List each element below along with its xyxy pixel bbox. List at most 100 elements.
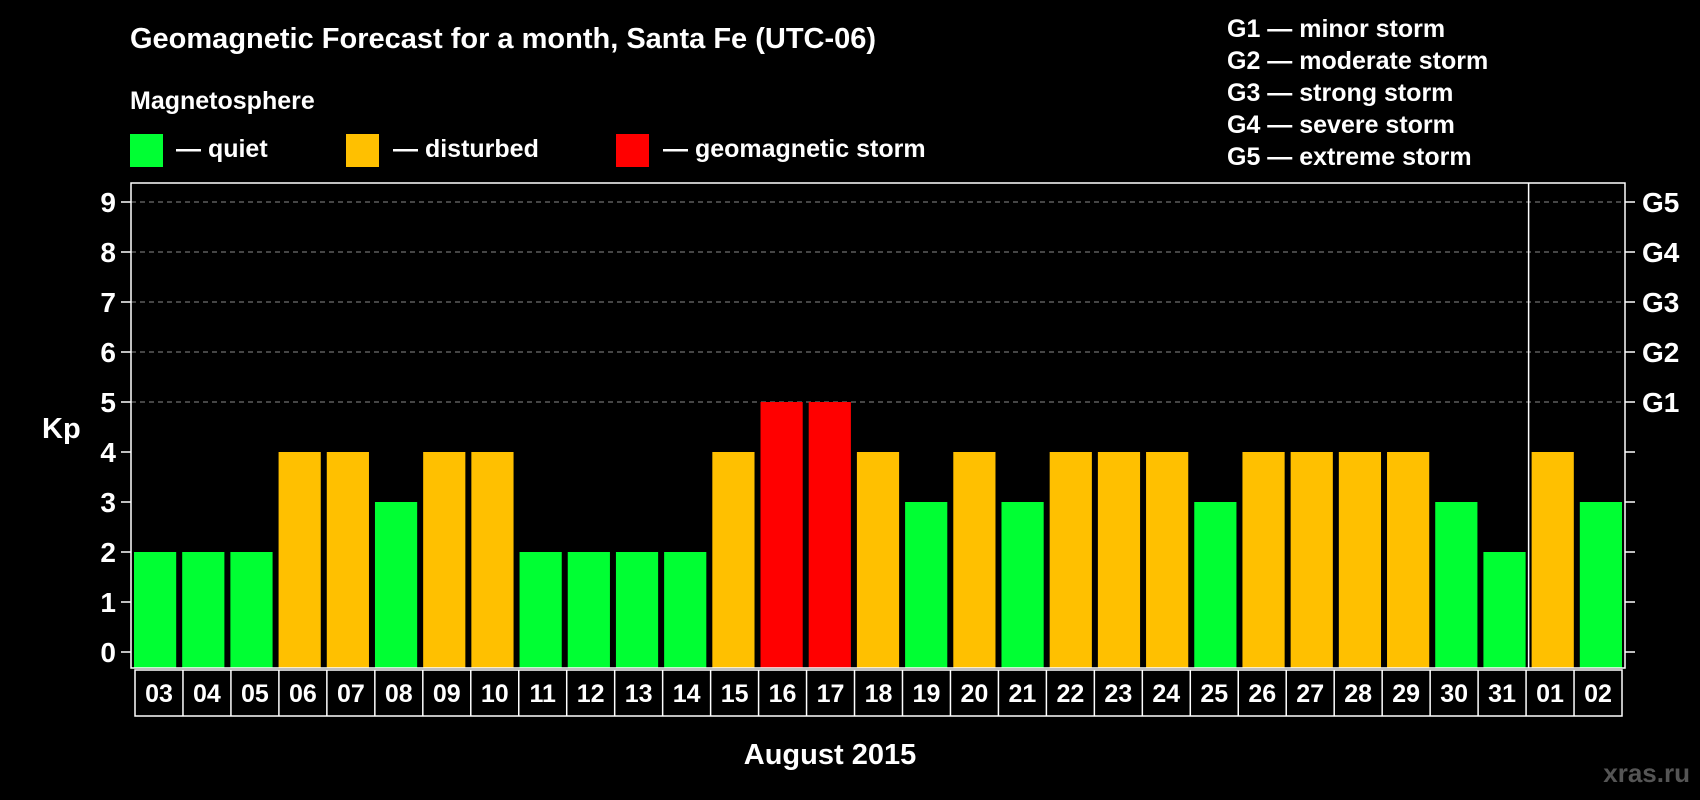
bar-19 bbox=[905, 502, 948, 668]
right-axis-ticks: G1 G2 G3 G4 G5 bbox=[1625, 187, 1680, 653]
storm-scale-legend: G1 — minor storm G2 — moderate storm G3 … bbox=[1227, 15, 1488, 171]
y-tick-label-8: 8 bbox=[100, 237, 116, 268]
day-label-10: 10 bbox=[481, 680, 509, 708]
grid-lines bbox=[131, 201, 1625, 403]
bar-06 bbox=[278, 452, 321, 668]
day-label-22: 22 bbox=[1056, 680, 1084, 708]
day-label-31: 31 bbox=[1488, 680, 1516, 708]
bar-28 bbox=[1338, 452, 1382, 668]
storm-scale-g2: G2 — moderate storm bbox=[1227, 47, 1488, 75]
day-labels: 03 04 05 06 07 08 09 10 11 12 13 14 15 16 17 18 19 20 21 22… bbox=[134, 669, 1623, 717]
plot-frame bbox=[130, 182, 1626, 669]
bar-16 bbox=[760, 402, 803, 668]
legend-label-storm: — geomagnetic storm bbox=[663, 135, 926, 163]
storm-scale-g5: G5 — extreme storm bbox=[1227, 143, 1472, 171]
day-label-14: 14 bbox=[673, 680, 701, 708]
bar-17 bbox=[808, 402, 851, 668]
day-label-20: 20 bbox=[961, 680, 989, 708]
y-tick-label-0: 0 bbox=[100, 637, 116, 668]
bar-31 bbox=[1483, 552, 1526, 668]
day-label-26: 26 bbox=[1248, 680, 1276, 708]
bar-27 bbox=[1290, 452, 1333, 668]
plot-border bbox=[130, 182, 1626, 669]
legend: — quiet — disturbed — geomagnetic storm bbox=[130, 134, 926, 167]
bar-05 bbox=[230, 552, 273, 668]
bar-22 bbox=[1049, 452, 1092, 668]
right-tick-label-G4: G4 bbox=[1642, 237, 1680, 268]
bar-18 bbox=[856, 452, 900, 668]
right-tick-label-G2: G2 bbox=[1642, 337, 1679, 368]
day-label-05: 05 bbox=[241, 680, 269, 708]
day-label-17: 17 bbox=[817, 680, 845, 708]
right-tick-label-G1: G1 bbox=[1642, 387, 1679, 418]
bar-11 bbox=[519, 552, 562, 668]
bar-13 bbox=[615, 552, 659, 668]
storm-scale-g4: G4 — severe storm bbox=[1227, 111, 1455, 139]
day-label-25: 25 bbox=[1200, 680, 1228, 708]
y-axis-label: Kp bbox=[42, 413, 81, 445]
bar-04 bbox=[182, 552, 225, 668]
day-label-30: 30 bbox=[1440, 680, 1468, 708]
bar-20 bbox=[953, 452, 996, 668]
bar-23 bbox=[1097, 452, 1141, 668]
day-label-09: 09 bbox=[433, 680, 461, 708]
right-tick-label-G5: G5 bbox=[1642, 187, 1679, 218]
day-label-08: 08 bbox=[385, 680, 413, 708]
bar-03 bbox=[134, 552, 177, 668]
day-label-15: 15 bbox=[721, 680, 749, 708]
y-tick-label-5: 5 bbox=[100, 387, 116, 418]
bar-12 bbox=[567, 552, 610, 668]
y-tick-label-9: 9 bbox=[100, 187, 116, 218]
y-tick-label-6: 6 bbox=[100, 337, 116, 368]
day-label-06: 06 bbox=[289, 680, 317, 708]
bar-24 bbox=[1146, 452, 1189, 668]
day-label-18: 18 bbox=[865, 680, 893, 708]
bar-21 bbox=[1001, 502, 1044, 668]
y-tick-label-2: 2 bbox=[100, 537, 116, 568]
day-label-23: 23 bbox=[1104, 680, 1132, 708]
bar-14 bbox=[664, 552, 707, 668]
day-label-03: 03 bbox=[145, 680, 173, 708]
legend-swatch-disturbed bbox=[346, 134, 379, 167]
y-axis-ticks: 0 1 2 3 4 5 6 7 8 9 bbox=[100, 187, 131, 668]
x-axis-label: August 2015 bbox=[744, 739, 916, 771]
legend-label-quiet: — quiet bbox=[176, 135, 268, 163]
legend-swatch-storm bbox=[616, 134, 649, 167]
bar-09 bbox=[423, 452, 466, 668]
day-label-16: 16 bbox=[769, 680, 797, 708]
day-label-13: 13 bbox=[625, 680, 653, 708]
bar-25 bbox=[1194, 502, 1237, 668]
day-label-01: 01 bbox=[1536, 680, 1564, 708]
storm-scale-g3: G3 — strong storm bbox=[1227, 79, 1453, 107]
y-tick-label-4: 4 bbox=[100, 437, 116, 468]
legend-swatch-quiet bbox=[130, 134, 163, 167]
y-tick-label-3: 3 bbox=[100, 487, 116, 518]
right-tick-label-G3: G3 bbox=[1642, 287, 1679, 318]
day-label-04: 04 bbox=[193, 680, 221, 708]
legend-heading: Magnetosphere bbox=[130, 87, 315, 115]
day-label-12: 12 bbox=[577, 680, 605, 708]
storm-scale-g1: G1 — minor storm bbox=[1227, 15, 1445, 43]
bars bbox=[134, 402, 1622, 668]
bar-07 bbox=[326, 452, 369, 668]
day-label-21: 21 bbox=[1008, 680, 1036, 708]
day-label-28: 28 bbox=[1344, 680, 1372, 708]
y-tick-label-7: 7 bbox=[100, 287, 116, 318]
bar-26 bbox=[1242, 452, 1285, 668]
bar-29 bbox=[1387, 452, 1430, 668]
day-label-27: 27 bbox=[1296, 680, 1324, 708]
watermark: xras.ru bbox=[1603, 758, 1690, 788]
bar-02 bbox=[1579, 502, 1622, 668]
day-label-11: 11 bbox=[530, 680, 557, 708]
day-label-strip bbox=[134, 669, 1623, 717]
legend-label-disturbed: — disturbed bbox=[393, 135, 539, 163]
day-label-02: 02 bbox=[1584, 680, 1612, 708]
day-label-29: 29 bbox=[1392, 680, 1420, 708]
bar-10 bbox=[471, 452, 514, 668]
day-label-07: 07 bbox=[337, 680, 365, 708]
day-label-24: 24 bbox=[1152, 680, 1180, 708]
bar-01 bbox=[1531, 452, 1574, 668]
bar-08 bbox=[374, 502, 418, 668]
y-tick-label-1: 1 bbox=[100, 587, 116, 618]
